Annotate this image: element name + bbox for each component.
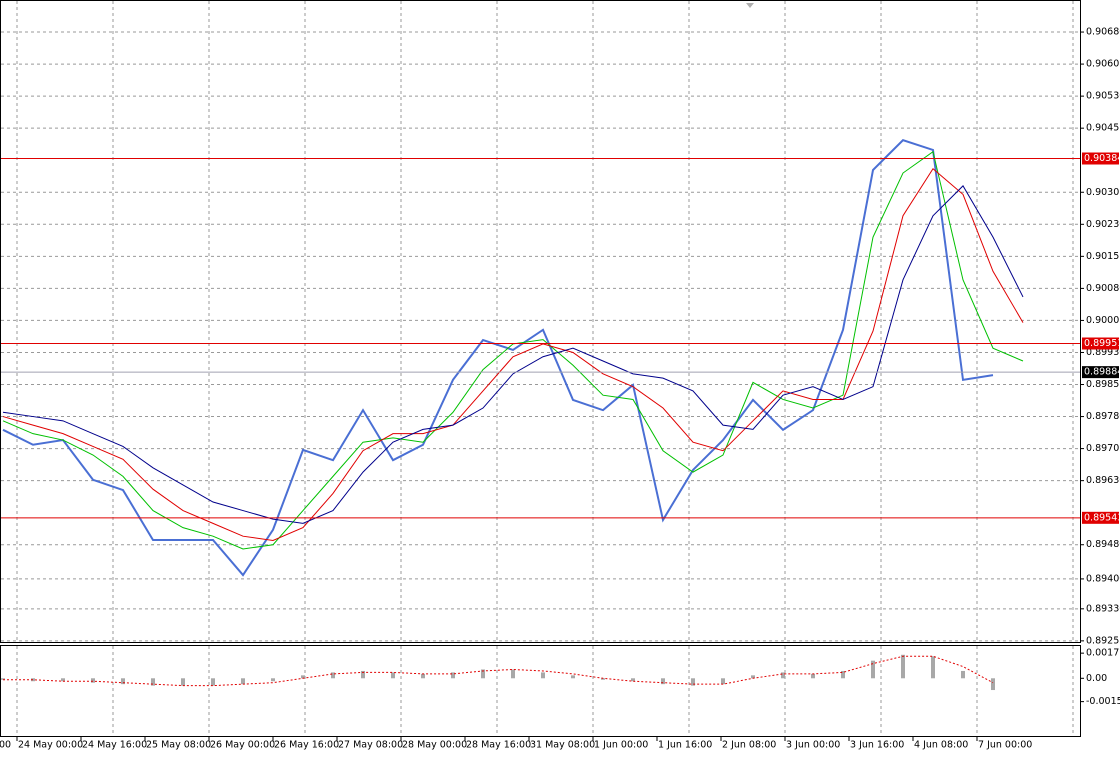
x-tick-label: 24 May 16:00 [82,740,147,751]
histogram-bar [151,678,155,686]
histogram-bar [871,660,875,679]
y-tick-label: 0.90155 [1086,251,1120,262]
current-price-label: 0.89884 [1084,367,1120,378]
x-tick-label: 00 [0,740,11,751]
x-tick-label: 3 Jun 00:00 [786,740,840,751]
histogram-bar [991,678,995,691]
y-tick-label: -0.00159 [1086,696,1120,707]
x-tick-label: 2 Jun 08:00 [722,740,776,751]
histogram-bar [601,678,605,680]
histogram-bar [691,678,695,686]
histogram-bar [361,670,365,679]
histogram-bar [571,675,575,679]
histogram-bar [931,656,935,679]
series-line [2,185,1024,524]
histogram-bar [961,670,965,679]
histogram-bar [541,672,545,679]
histogram-bar [481,669,485,679]
histogram-bar [631,678,635,682]
y-tick-label: 0.89705 [1086,443,1120,454]
level-label-bg [1082,511,1119,524]
histogram-bar [721,678,725,685]
y-tick-label: 0.90455 [1086,123,1120,134]
series-line [3,655,994,687]
x-tick-label: 25 May 08:00 [146,740,211,751]
x-tick-label: 31 May 08:00 [530,740,595,751]
y-tick-label: 0.001713 [1086,648,1120,659]
histogram-bar [181,678,185,686]
current-price-label-bg [1082,366,1119,379]
x-tick-label: 4 Jun 08:00 [914,740,968,751]
x-tick-label: 28 May 00:00 [402,740,467,751]
y-tick-label: 0.90305 [1086,187,1120,198]
histogram-bar [451,672,455,679]
histogram-bar [511,669,515,679]
histogram-bar [241,678,245,685]
x-tick-label: 24 May 00:00 [18,740,83,751]
y-tick-label: 0.89255 [1086,635,1120,646]
x-tick-label: 26 May 16:00 [274,740,339,751]
histogram-bar [841,670,845,679]
histogram-bar [301,675,305,679]
y-tick-label: 0.89855 [1086,379,1120,390]
level-label-bg [1082,337,1119,350]
histogram-bar [781,672,785,679]
histogram-bar [271,678,275,682]
level-label: 0.90384 [1084,153,1120,164]
histogram-bar [91,678,95,683]
x-tick-label: 28 May 16:00 [466,740,531,751]
histogram-bar [751,675,755,679]
series-line [2,138,994,577]
x-tick-label: 27 May 08:00 [338,740,403,751]
level-label: 0.89543 [1084,512,1120,523]
shift-marker [746,3,754,8]
x-tick-label: 1 Jun 00:00 [594,740,648,751]
level-label: 0.89951 [1084,338,1120,349]
histogram-bar [1,678,5,680]
x-tick-label: 26 May 00:00 [210,740,275,751]
histogram-bar [391,672,395,679]
histogram-bar [421,673,425,679]
indicator-pane-border [0,645,1081,737]
histogram-bar [811,673,815,679]
y-tick-label: 0.00 [1086,673,1107,684]
x-tick-label: 3 Jun 16:00 [850,740,904,751]
series-line [2,168,1024,541]
x-tick-label: 7 Jun 00:00 [978,740,1032,751]
histogram-bar [61,678,65,682]
x-tick-label: 1 Jun 16:00 [658,740,712,751]
y-tick-label: 0.90005 [1086,315,1120,326]
histogram-bar [331,672,335,679]
histogram-bar [211,678,215,686]
histogram-bar [661,678,665,685]
y-tick-label: 0.90605 [1086,59,1120,70]
main-pane-border [0,0,1081,643]
histogram-bar [901,654,905,679]
histogram-bar [121,678,125,685]
level-label-bg [1082,152,1119,165]
vertical-grid [16,1,1074,737]
